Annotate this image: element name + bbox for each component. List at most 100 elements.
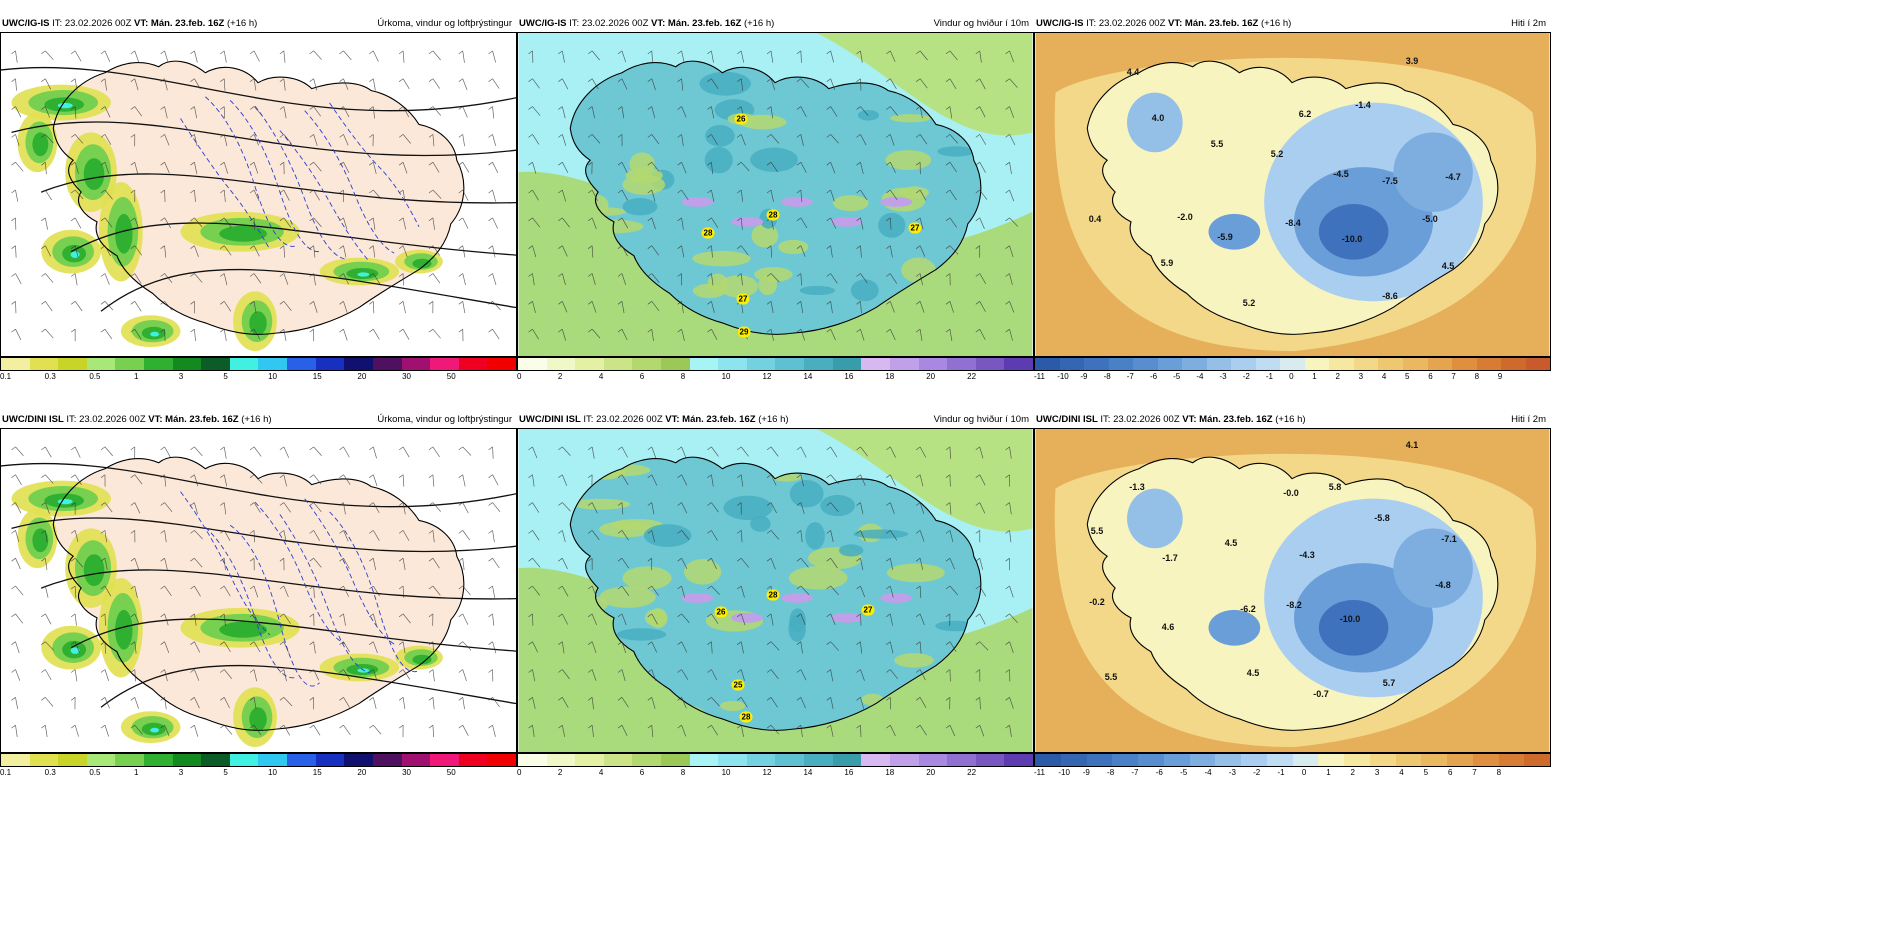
color-scale-tick: -6: [1149, 372, 1158, 381]
color-scale-swatch: [689, 358, 719, 370]
color-scale-swatch: [1476, 358, 1502, 370]
color-scale-swatch: [918, 754, 948, 766]
color-scale-tick: 10: [268, 372, 277, 381]
color-scale-swatch: [1353, 358, 1379, 370]
temperature-label: -7.5: [1382, 176, 1398, 186]
color-scale: [0, 753, 517, 767]
temperature-label: -6.2: [1240, 604, 1256, 614]
color-scale-tick: -6: [1155, 768, 1163, 777]
color-scale-tick: 1: [1312, 372, 1317, 381]
panel-title: Vindur og hviður í 10m: [933, 18, 1029, 29]
color-scale-swatch: [1004, 754, 1033, 766]
color-scale-swatch: [889, 754, 919, 766]
color-scale-swatch: [861, 358, 890, 370]
color-scale-swatch: [1266, 754, 1293, 766]
color-scale-tick: -11: [1034, 768, 1045, 777]
color-scale-tick: 3: [178, 372, 184, 381]
color-scale-swatch: [430, 358, 459, 370]
map-panel-dini-precip: UWC/DINI ISL IT: 23.02.2026 00Z VT: Mán.…: [0, 412, 517, 778]
color-scale-swatch: [518, 754, 547, 766]
color-scale-swatch: [1060, 754, 1087, 766]
temperature-label: -0.2: [1089, 597, 1105, 607]
panel-title: Úrkoma, vindur og loftþrýstingur: [377, 414, 512, 425]
gust-label: 27: [908, 222, 922, 234]
model-name: UWC/IG-IS: [1036, 18, 1084, 29]
color-scale-swatch: [746, 754, 776, 766]
map-area: [0, 428, 517, 753]
map-area: [0, 32, 517, 357]
color-scale-swatch: [1402, 358, 1428, 370]
color-scale-tick: -4: [1196, 372, 1204, 381]
color-scale-tick: -2: [1242, 372, 1250, 381]
temperature-label: 5.5: [1210, 139, 1224, 149]
color-scale-tick: 5: [1405, 372, 1410, 381]
color-scale-tick: 15: [312, 768, 322, 777]
panel-header: UWC/IG-IS IT: 23.02.2026 00Z VT: Mán. 23…: [517, 16, 1034, 32]
color-scale-swatch: [718, 358, 747, 370]
color-scale-swatch: [86, 358, 116, 370]
map-panel-ig-temp: UWC/IG-IS IT: 23.02.2026 00Z VT: Mán. 23…: [1034, 16, 1551, 382]
color-scale-swatch: [430, 754, 459, 766]
valid-time: Mán. 23.feb. 16Z: [1184, 18, 1259, 29]
color-scale-swatch: [1241, 754, 1267, 766]
map-canvas: [1035, 429, 1550, 752]
color-scale: [517, 357, 1034, 371]
color-scale-swatch: [115, 754, 145, 766]
color-scale-swatch: [1086, 754, 1113, 766]
color-scale-swatch: [603, 754, 633, 766]
panel-title: Hiti í 2m: [1511, 18, 1546, 29]
init-label: IT:: [583, 414, 594, 425]
init-label: IT:: [52, 18, 63, 29]
color-scale-tick: -9: [1082, 768, 1090, 777]
color-scale-swatch: [1395, 754, 1422, 766]
color-scale-swatch: [58, 358, 87, 370]
panel-header: UWC/DINI ISL IT: 23.02.2026 00Z VT: Mán.…: [1034, 412, 1551, 428]
color-scale-tick: 0.5: [89, 372, 101, 381]
color-scale-swatch: [144, 754, 173, 766]
temperature-label: 0.4: [1088, 214, 1102, 224]
temperature-label: -1.7: [1162, 553, 1178, 563]
color-scale-swatch: [1215, 754, 1241, 766]
panel-title: Vindur og hviður í 10m: [933, 414, 1029, 425]
color-scale-ticks: -11 -10 -9 -8 -7 -6 -5 -4 -3 -2 -1 0 1 2 3 4 5 6 7 8: [1034, 767, 1551, 778]
temperature-label: 4.5: [1246, 668, 1260, 678]
color-scale-tick: -1: [1277, 768, 1285, 777]
valid-time: Mán. 23.feb. 16Z: [682, 414, 756, 425]
color-scale-tick: -3: [1219, 372, 1227, 381]
color-scale-swatch: [458, 358, 488, 370]
color-scale-swatch: [372, 754, 402, 766]
color-scale-swatch: [315, 754, 345, 766]
color-scale-swatch: [1035, 754, 1061, 766]
color-scale-tick: 50: [446, 372, 456, 381]
color-scale-swatch: [746, 358, 776, 370]
color-scale-swatch: [518, 358, 547, 370]
color-scale: [1034, 357, 1551, 371]
temperature-label: -5.0: [1422, 214, 1438, 224]
color-scale-swatch: [1255, 358, 1281, 370]
color-scale-tick: 22: [967, 768, 977, 777]
map-canvas: [1035, 33, 1550, 356]
color-scale-tick: -10: [1058, 768, 1070, 777]
color-scale-tick: 30: [402, 372, 412, 381]
temperature-label: 4.6: [1161, 622, 1175, 632]
color-scale-swatch: [172, 358, 202, 370]
map-panel-ig-precip: UWC/IG-IS IT: 23.02.2026 00Z VT: Mán. 23…: [0, 16, 517, 382]
color-scale-tick: 10: [721, 372, 731, 381]
panel-header: UWC/DINI ISL IT: 23.02.2026 00Z VT: Mán.…: [517, 412, 1034, 428]
color-scale-tick: 3: [178, 768, 184, 777]
color-scale-swatch: [1525, 358, 1551, 370]
map-panel-dini-temp: UWC/DINI ISL IT: 23.02.2026 00Z VT: Mán.…: [1034, 412, 1551, 778]
color-scale-tick: -9: [1080, 372, 1088, 381]
color-scale-swatch: [1112, 754, 1138, 766]
valid-time: Mán. 23.feb. 16Z: [1199, 414, 1273, 425]
color-scale-tick: -5: [1180, 768, 1188, 777]
temperature-label: -4.8: [1435, 580, 1451, 590]
temperature-label: 4.4: [1126, 67, 1140, 77]
color-scale-swatch: [947, 754, 976, 766]
color-scale-swatch: [29, 358, 59, 370]
valid-time: Mán. 23.feb. 16Z: [150, 18, 225, 29]
color-scale-swatch: [458, 754, 488, 766]
color-scale-tick: 4: [598, 768, 604, 777]
color-scale-tick: 2: [557, 768, 563, 777]
init-label: IT:: [66, 414, 77, 425]
